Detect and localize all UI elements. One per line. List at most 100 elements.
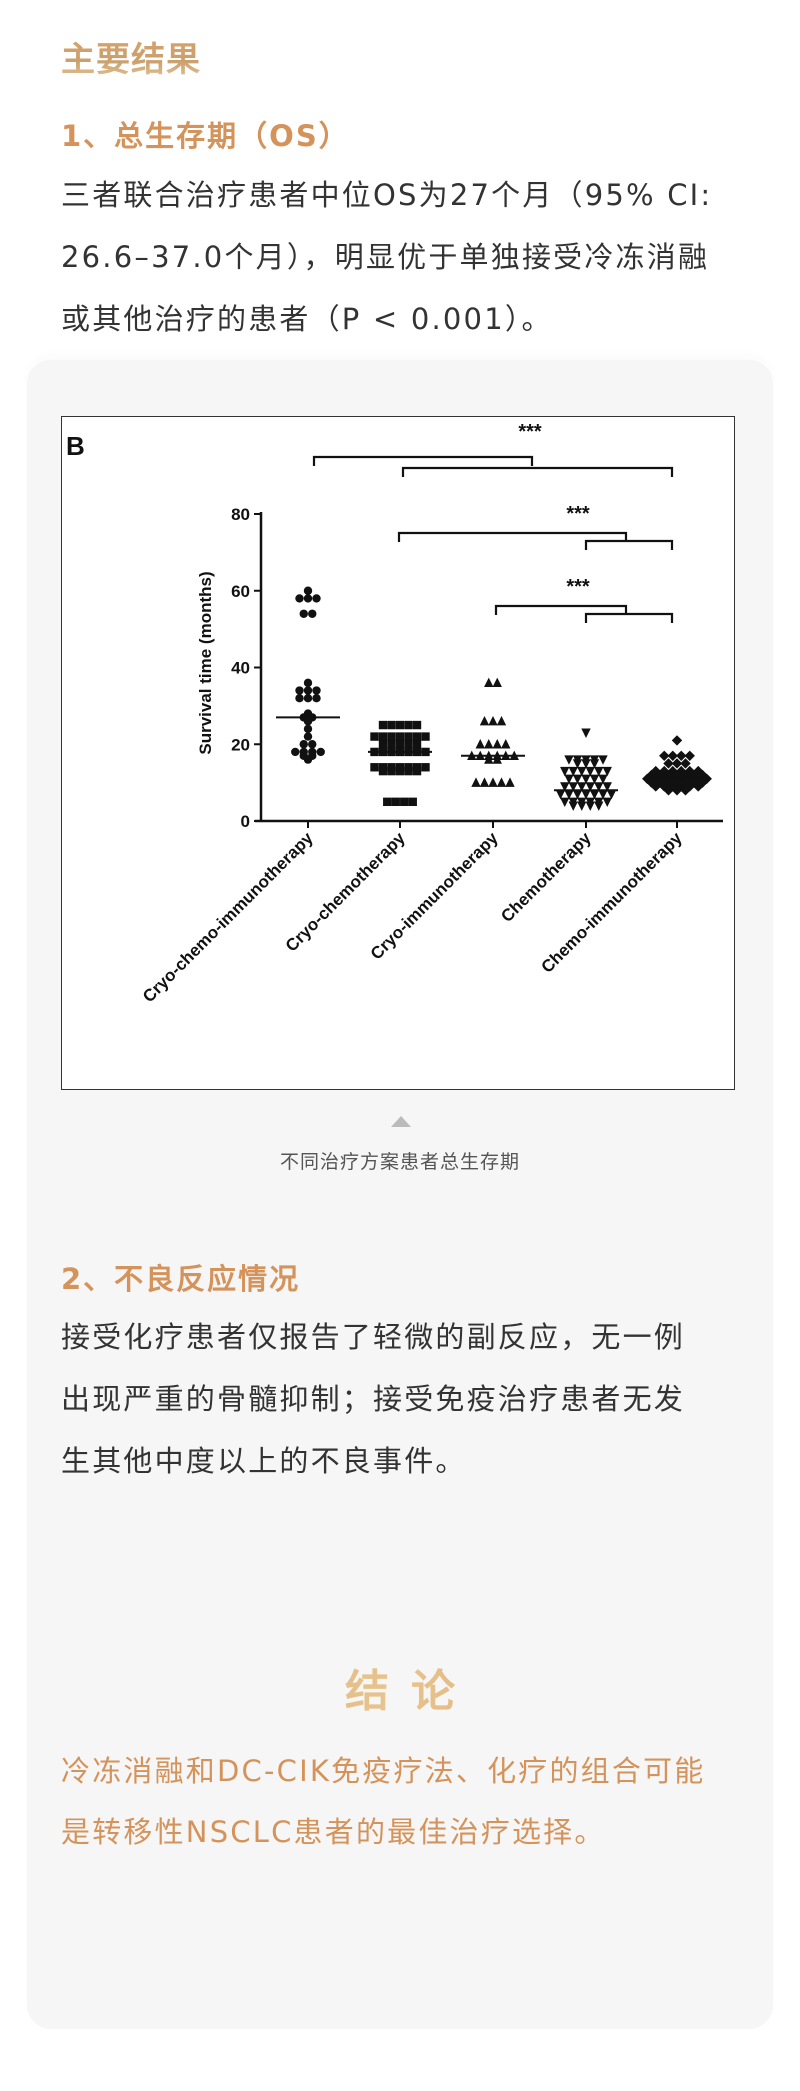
data-point-triangle-up bbox=[484, 739, 494, 749]
data-point-triangle-down bbox=[602, 782, 612, 792]
conclusion-text-line: 是转移性NSCLC患者的最佳治疗选择。 bbox=[61, 1815, 606, 1849]
data-point-circle bbox=[308, 609, 317, 618]
data-point-triangle-up bbox=[492, 677, 502, 688]
data-point-square bbox=[412, 720, 422, 730]
data-point-triangle-up bbox=[488, 777, 498, 787]
data-point-triangle-down bbox=[568, 766, 578, 777]
data-point-square bbox=[391, 797, 400, 807]
data-point-circle bbox=[303, 686, 313, 695]
data-point-circle bbox=[303, 678, 313, 688]
significance-bracket bbox=[584, 612, 674, 623]
data-point-triangle-down bbox=[594, 801, 604, 811]
data-point-square bbox=[412, 740, 422, 749]
conclusion-title: 结论 bbox=[0, 1655, 800, 1719]
data-point-square bbox=[404, 720, 413, 730]
significance-label: *** bbox=[566, 503, 590, 525]
y-axis-label: Survival time (months) bbox=[196, 571, 215, 754]
data-point-triangle-down bbox=[560, 782, 570, 792]
data-point-triangle-up bbox=[505, 777, 515, 787]
data-point-triangle-down bbox=[598, 789, 608, 800]
data-point-triangle-down bbox=[589, 759, 600, 769]
data-point-square bbox=[395, 740, 405, 749]
data-point-square bbox=[387, 766, 396, 776]
data-point-square bbox=[387, 740, 396, 749]
data-point-triangle-up bbox=[488, 716, 498, 726]
data-point-triangle-down bbox=[602, 766, 612, 777]
data-point-diamond bbox=[671, 758, 683, 769]
data-point-triangle-down bbox=[572, 774, 583, 784]
adverse-text-line: 出现严重的骨髓抑制；接受免疫治疗患者无发 bbox=[61, 1382, 686, 1416]
significance-bracket bbox=[312, 455, 534, 466]
data-point-circle bbox=[303, 755, 313, 764]
data-point-triangle-down bbox=[564, 755, 574, 765]
adverse-text-line: 接受化疗患者仅报告了轻微的副反应，无一例 bbox=[61, 1320, 686, 1354]
data-point-circle bbox=[295, 694, 304, 703]
data-point-triangle-down bbox=[594, 782, 604, 792]
x-tick-label: Cryo-chemo-immunotherapy bbox=[139, 828, 317, 1006]
data-point-circle bbox=[312, 594, 321, 603]
adverse-text-line: 生其他中度以上的不良事件。 bbox=[61, 1444, 467, 1478]
data-point-triangle-down bbox=[589, 789, 600, 800]
data-point-triangle-down bbox=[555, 789, 566, 800]
data-point-triangle-down bbox=[577, 766, 587, 777]
y-tick-label: 60 bbox=[231, 582, 250, 601]
data-point-triangle-down bbox=[568, 782, 578, 792]
triangle-up-icon bbox=[391, 1116, 411, 1127]
data-point-square bbox=[412, 766, 422, 776]
data-point-diamond bbox=[663, 785, 674, 796]
os-text-line: 三者联合治疗患者中位OS为27个月（95% CI: bbox=[61, 178, 713, 212]
data-point-triangle-down bbox=[606, 789, 617, 800]
data-point-square bbox=[395, 766, 405, 776]
data-point-square bbox=[387, 720, 396, 730]
survival-chart: B 0 20 40 60 80 *** *** *** Cryo-chemo-immunot… bbox=[66, 421, 723, 1006]
data-point-triangle-down bbox=[572, 789, 583, 800]
data-point-square bbox=[370, 763, 379, 772]
data-point-triangle-up bbox=[479, 777, 490, 787]
adverse-heading: 2、不良反应情况 bbox=[61, 1262, 301, 1296]
data-point-triangle-down bbox=[581, 759, 591, 769]
data-point-triangle-down bbox=[598, 774, 608, 784]
data-point-diamond bbox=[659, 750, 670, 761]
data-point-square bbox=[395, 720, 405, 730]
data-point-diamond bbox=[680, 758, 691, 769]
data-point-triangle-down bbox=[585, 782, 595, 792]
y-tick-label: 0 bbox=[241, 812, 250, 831]
data-point-square bbox=[383, 797, 392, 807]
conclusion-text-line: 冷冻消融和DC-CIK免疫疗法、化疗的组合可能 bbox=[61, 1754, 706, 1788]
data-point-square bbox=[370, 732, 379, 741]
data-point-triangle-down bbox=[577, 801, 587, 811]
data-point-circle bbox=[308, 740, 317, 749]
data-point-circle bbox=[303, 694, 313, 703]
data-point-circle bbox=[291, 747, 300, 757]
data-point-circle bbox=[299, 609, 308, 618]
data-point-square bbox=[400, 797, 409, 807]
data-point-triangle-down bbox=[572, 759, 583, 769]
data-point-triangle-up bbox=[471, 777, 481, 787]
data-point-diamond bbox=[693, 781, 704, 792]
data-point-triangle-up bbox=[496, 716, 507, 726]
significance-label: *** bbox=[518, 421, 542, 443]
data-point-triangle-down bbox=[581, 728, 591, 738]
y-tick-label: 20 bbox=[231, 735, 250, 754]
data-point-triangle-down bbox=[589, 774, 600, 784]
data-point-circle bbox=[303, 594, 313, 603]
data-point-square bbox=[404, 766, 413, 776]
data-point-triangle-down bbox=[581, 774, 591, 784]
x-tick-label: Chemotherapy bbox=[497, 828, 595, 926]
section-title: 主要结果 bbox=[61, 32, 201, 81]
data-point-triangle-up bbox=[492, 754, 502, 764]
data-point-triangle-down bbox=[564, 789, 574, 800]
data-point-triangle-down bbox=[560, 766, 570, 777]
data-point-triangle-up bbox=[501, 739, 511, 749]
data-point-circle bbox=[312, 686, 321, 695]
data-point-square bbox=[421, 732, 430, 741]
data-point-square bbox=[378, 766, 388, 776]
significance-bracket bbox=[584, 539, 674, 550]
data-point-circle bbox=[295, 686, 304, 695]
data-point-diamond bbox=[671, 785, 683, 796]
data-point-circle bbox=[303, 732, 313, 741]
data-point-triangle-down bbox=[594, 766, 604, 777]
data-point-triangle-down bbox=[564, 774, 574, 784]
data-point-triangle-up bbox=[492, 739, 502, 749]
significance-bracket bbox=[397, 531, 628, 542]
